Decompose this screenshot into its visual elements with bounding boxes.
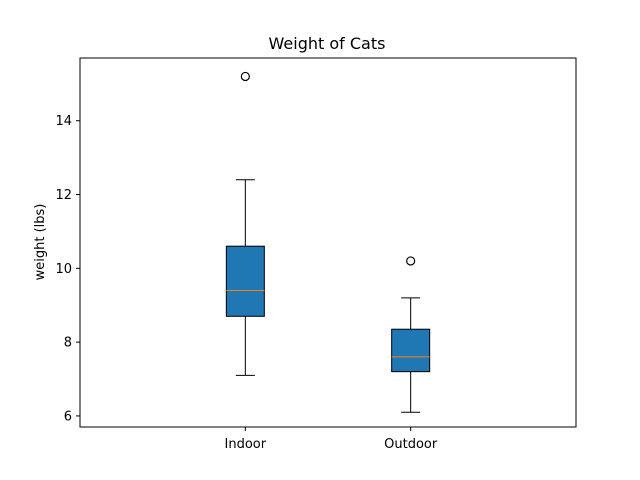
outdoor-box — [391, 328, 431, 373]
indoor-box — [225, 245, 265, 317]
chart-title: Weight of Cats — [269, 34, 386, 53]
plot-frame — [79, 57, 577, 428]
x-tick-label-outdoor: Outdoor — [384, 437, 438, 452]
indoor-outlier-0 — [240, 71, 250, 82]
y-tick-label-8: 8 — [64, 336, 72, 351]
x-tick-label-indoor: Indoor — [225, 437, 267, 452]
plot-area: 6 8 10 12 14 Indoor Outdoor — [55, 71, 438, 452]
y-tick-label-12: 12 — [55, 188, 72, 203]
outdoor-outlier-0 — [406, 256, 416, 266]
y-tick-label-6: 6 — [64, 409, 72, 424]
y-axis-label: weight (lbs) — [33, 204, 48, 281]
y-tick-label-14: 14 — [55, 114, 72, 129]
y-tick-label-10: 10 — [55, 262, 72, 277]
